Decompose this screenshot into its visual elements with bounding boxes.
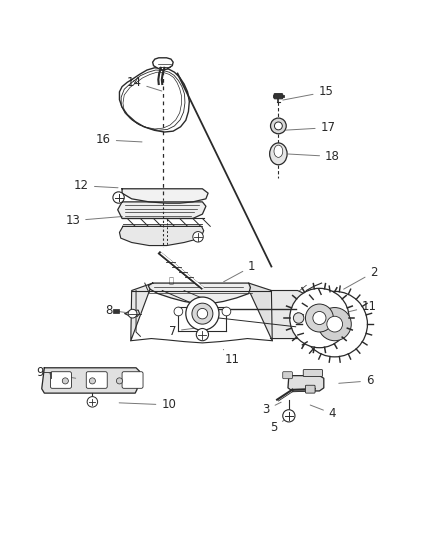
FancyBboxPatch shape bbox=[305, 385, 315, 393]
Text: 13: 13 bbox=[65, 214, 122, 227]
Circle shape bbox=[197, 309, 208, 319]
FancyBboxPatch shape bbox=[283, 372, 292, 379]
Polygon shape bbox=[148, 283, 251, 304]
Circle shape bbox=[113, 192, 124, 203]
Text: 17: 17 bbox=[286, 121, 336, 134]
Polygon shape bbox=[131, 283, 152, 341]
Text: 🦅: 🦅 bbox=[169, 276, 173, 285]
FancyBboxPatch shape bbox=[122, 372, 143, 389]
FancyBboxPatch shape bbox=[274, 94, 283, 99]
Circle shape bbox=[87, 397, 98, 407]
Text: 12: 12 bbox=[74, 179, 118, 192]
Circle shape bbox=[196, 328, 208, 341]
Text: 2: 2 bbox=[344, 265, 378, 289]
Circle shape bbox=[302, 292, 367, 357]
Ellipse shape bbox=[270, 143, 287, 165]
Circle shape bbox=[192, 303, 213, 324]
Circle shape bbox=[62, 378, 68, 384]
Text: 11: 11 bbox=[223, 350, 240, 366]
Ellipse shape bbox=[274, 145, 283, 157]
Text: 1: 1 bbox=[224, 260, 255, 282]
Circle shape bbox=[186, 297, 219, 330]
Circle shape bbox=[128, 309, 137, 318]
Circle shape bbox=[222, 307, 231, 316]
Polygon shape bbox=[120, 68, 189, 132]
Circle shape bbox=[318, 308, 351, 341]
FancyBboxPatch shape bbox=[50, 372, 71, 389]
FancyBboxPatch shape bbox=[86, 372, 107, 389]
FancyBboxPatch shape bbox=[303, 369, 322, 376]
Text: 3: 3 bbox=[262, 402, 281, 416]
Text: 5: 5 bbox=[270, 418, 286, 434]
Circle shape bbox=[313, 311, 326, 325]
Text: 14: 14 bbox=[126, 76, 162, 91]
Circle shape bbox=[290, 288, 349, 348]
Circle shape bbox=[89, 378, 95, 384]
Polygon shape bbox=[118, 202, 206, 219]
Circle shape bbox=[327, 316, 343, 332]
Circle shape bbox=[271, 118, 286, 134]
Polygon shape bbox=[249, 283, 272, 341]
Circle shape bbox=[193, 231, 203, 242]
Text: 9: 9 bbox=[36, 366, 76, 378]
Circle shape bbox=[293, 313, 304, 323]
Circle shape bbox=[117, 378, 123, 384]
Text: 10: 10 bbox=[119, 398, 176, 411]
Polygon shape bbox=[120, 227, 204, 246]
Circle shape bbox=[283, 410, 295, 422]
Text: 4: 4 bbox=[310, 405, 336, 420]
Text: 11: 11 bbox=[331, 300, 377, 316]
Text: 15: 15 bbox=[283, 85, 333, 100]
Text: 8: 8 bbox=[105, 304, 128, 317]
Text: 18: 18 bbox=[288, 150, 340, 163]
Polygon shape bbox=[288, 376, 324, 391]
Circle shape bbox=[174, 307, 183, 316]
Text: 16: 16 bbox=[96, 133, 142, 147]
Polygon shape bbox=[42, 368, 140, 393]
Text: 7: 7 bbox=[169, 325, 197, 337]
Polygon shape bbox=[122, 189, 208, 203]
Polygon shape bbox=[271, 290, 306, 338]
Circle shape bbox=[275, 122, 283, 130]
PathPatch shape bbox=[152, 58, 173, 70]
Bar bbox=[113, 309, 120, 313]
Text: 6: 6 bbox=[339, 374, 373, 387]
Polygon shape bbox=[125, 310, 140, 317]
Circle shape bbox=[305, 304, 333, 332]
